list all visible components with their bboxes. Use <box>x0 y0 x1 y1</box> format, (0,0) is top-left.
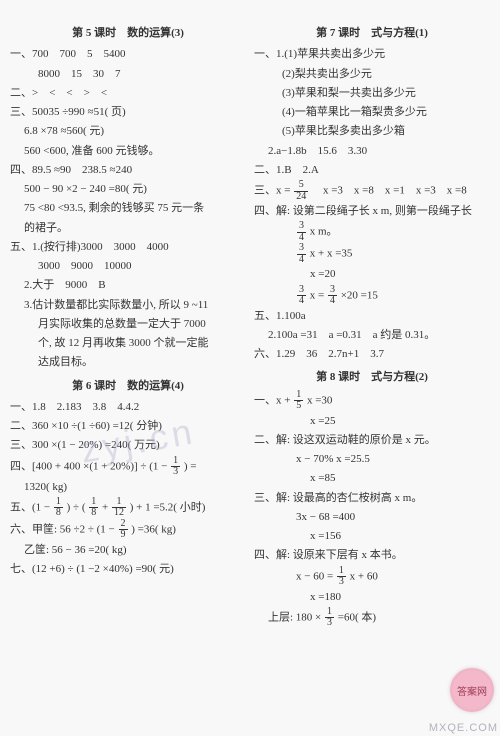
s7-l10a: x m。 <box>310 226 338 238</box>
frac-1-8-icon: 18 <box>54 497 63 519</box>
s6-l5: 五、(1 − 18 ) ÷ ( 18 + 112 ) + 1 =5.2( 小时) <box>10 497 246 519</box>
s6-l4: 四、[400 + 400 ×(1 + 20%)] ÷ (1 − 13 ) = <box>10 456 246 478</box>
s5-l9: 75 <80 <93.5, 剩余的钱够买 75 元一条 <box>10 199 246 218</box>
s8-l1b: x =30 <box>307 394 332 406</box>
left-column: 第 5 课时 数的运算(3) 一、700 700 5 5400 8000 15 … <box>10 20 246 629</box>
s5-l7: 四、89.5 ≈90 238.5 ≈240 <box>10 161 246 180</box>
frac-3-4-icon: 34 <box>297 243 306 265</box>
s7-l10: 34 x m。 <box>254 221 490 243</box>
s5-l15: 月实际收集的总数量一定大于 7000 <box>10 315 246 334</box>
s7-l1: 一、1.(1)苹果共卖出多少元 <box>254 45 490 64</box>
s8-l5: x =85 <box>254 469 490 488</box>
frac-3-4-icon: 34 <box>297 285 306 307</box>
s6-l5a: 五、(1 − <box>10 501 53 513</box>
s7-l4: (4)一箱苹果比一箱梨贵多少元 <box>254 103 490 122</box>
s5-title: 第 5 课时 数的运算(3) <box>10 24 246 43</box>
s6-l5b: ) ÷ ( <box>67 501 86 513</box>
s5-l14: 3.估计数量都比实际数量小, 所以 9 ~11 <box>10 296 246 315</box>
s7-l8b: x =3 x =8 x =1 x =3 x =8 <box>312 185 467 197</box>
s6-l5d: ) + 1 =5.2( 小时) <box>130 501 206 513</box>
s7-l16: 六、1.29 36 2.7n+1 3.7 <box>254 345 490 364</box>
s7-title: 第 7 课时 式与方程(1) <box>254 24 490 43</box>
frac-1-3-icon: 13 <box>171 456 180 478</box>
s7-l6: 2.a−1.8b 15.6 3.30 <box>254 142 490 161</box>
frac-1-8-icon: 18 <box>89 497 98 519</box>
s7-l5: (5)苹果比梨多卖出多少箱 <box>254 122 490 141</box>
s8-l1a: 一、x + <box>254 394 293 406</box>
s8-l12b: =60( 本) <box>338 611 376 623</box>
s8-l2: x =25 <box>254 412 490 431</box>
s5-l17: 达成目标。 <box>10 353 246 372</box>
s7-l15: 2.100a =31 a =0.31 a 约是 0.31。 <box>254 326 490 345</box>
s8-title: 第 8 课时 式与方程(2) <box>254 368 490 387</box>
s6-l5c: + <box>102 501 111 513</box>
s5-l8: 500 − 90 ×2 − 240 =80( 元) <box>10 180 246 199</box>
watermark-bottom: MXQE.COM <box>429 722 498 734</box>
s8-l10: x − 60 = 13 x + 60 <box>254 566 490 588</box>
s8-l3: 二、解: 设这双运动鞋的原价是 x 元。 <box>254 431 490 450</box>
s6-l3: 三、300 ×(1 − 20%) =240( 万元) <box>10 436 246 455</box>
s8-l1: 一、x + 15 x =30 <box>254 390 490 412</box>
s7-l2: (2)梨共卖出多少元 <box>254 65 490 84</box>
s8-l11: x =180 <box>254 588 490 607</box>
s5-l3: 二、> < < > < <box>10 84 246 103</box>
s7-l3: (3)苹果和梨一共卖出多少元 <box>254 84 490 103</box>
frac-3-4-icon: 34 <box>328 285 337 307</box>
frac-1-5-icon: 15 <box>294 390 303 412</box>
s7-l13a: x = <box>310 289 327 301</box>
s8-l9: 四、解: 设原来下层有 x 本书。 <box>254 546 490 565</box>
s8-l10a: x − 60 = <box>296 570 336 582</box>
s5-l12: 3000 9000 10000 <box>10 257 246 276</box>
s6-l6a: 六、甲筐: 56 ÷2 ÷ (1 − <box>10 523 118 535</box>
s7-l8: 三、x = 524 x =3 x =8 x =1 x =3 x =8 <box>254 180 490 202</box>
s5-l11: 五、1.(按行排)3000 3000 4000 <box>10 238 246 257</box>
s7-l8a: 三、x = <box>254 185 293 197</box>
s7-l7: 二、1.B 2.A <box>254 161 490 180</box>
s8-l4: x − 70% x =25.5 <box>254 450 490 469</box>
s6-l4c: 1320( kg) <box>10 478 246 497</box>
s5-l16: 个, 故 12 月再收集 3000 个就一定能 <box>10 334 246 353</box>
s6-l4b: ) = <box>184 460 197 472</box>
s5-l4: 三、50035 ÷990 ≈51( 页) <box>10 103 246 122</box>
s6-l1: 一、1.8 2.183 3.8 4.4.2 <box>10 398 246 417</box>
s7-l11: 34 x + x =35 <box>254 243 490 265</box>
s6-title: 第 6 课时 数的运算(4) <box>10 377 246 396</box>
s5-l13: 2.大于 9000 B <box>10 276 246 295</box>
s7-l12: x =20 <box>254 265 490 284</box>
frac-1-12-icon: 112 <box>112 497 126 519</box>
s5-l10: 的裙子。 <box>10 219 246 238</box>
s8-l12a: 上层: 180 × <box>268 611 324 623</box>
s7-l11a: x + x =35 <box>310 248 353 260</box>
frac-1-3-icon: 13 <box>325 607 334 629</box>
s5-l5: 6.8 ×78 ≈560( 元) <box>10 122 246 141</box>
s5-l1: 一、700 700 5 5400 <box>10 45 246 64</box>
s8-l8: x =156 <box>254 527 490 546</box>
frac-3-4-icon: 34 <box>297 221 306 243</box>
page-root: 第 5 课时 数的运算(3) 一、700 700 5 5400 8000 15 … <box>0 0 500 639</box>
s6-l4a: 四、[400 + 400 ×(1 + 20%)] ÷ (1 − <box>10 460 170 472</box>
s6-l6: 六、甲筐: 56 ÷2 ÷ (1 − 29 ) =36( kg) <box>10 519 246 541</box>
s8-l12: 上层: 180 × 13 =60( 本) <box>254 607 490 629</box>
s5-l2: 8000 15 30 7 <box>10 65 246 84</box>
s7-l13: 34 x = 34 ×20 =15 <box>254 285 490 307</box>
s6-l7: 七、(12 +6) ÷ (1 −2 ×40%) =90( 元) <box>10 560 246 579</box>
s7-l14: 五、1.100a <box>254 307 490 326</box>
s6-l6b: ) =36( kg) <box>131 523 176 535</box>
s7-l9: 四、解: 设第二段绳子长 x m, 则第一段绳子长 <box>254 202 490 221</box>
corner-badge-icon: 答案网 <box>450 668 494 712</box>
frac-2-9-icon: 29 <box>119 519 128 541</box>
s8-l7: 3x − 68 =400 <box>254 508 490 527</box>
s6-l2: 二、360 ×10 ÷(1 ÷60) =12( 分钟) <box>10 417 246 436</box>
frac-1-3-icon: 13 <box>337 566 346 588</box>
right-column: 第 7 课时 式与方程(1) 一、1.(1)苹果共卖出多少元 (2)梨共卖出多少… <box>254 20 490 629</box>
s7-l13b: ×20 =15 <box>341 289 378 301</box>
s8-l10b: x + 60 <box>350 570 378 582</box>
frac-5-24-icon: 524 <box>294 180 308 202</box>
s8-l6: 三、解: 设最高的杏仁桉树高 x m。 <box>254 489 490 508</box>
s6-l6c: 乙筐: 56 − 36 =20( kg) <box>10 541 246 560</box>
s5-l6: 560 <600, 准备 600 元钱够。 <box>10 142 246 161</box>
